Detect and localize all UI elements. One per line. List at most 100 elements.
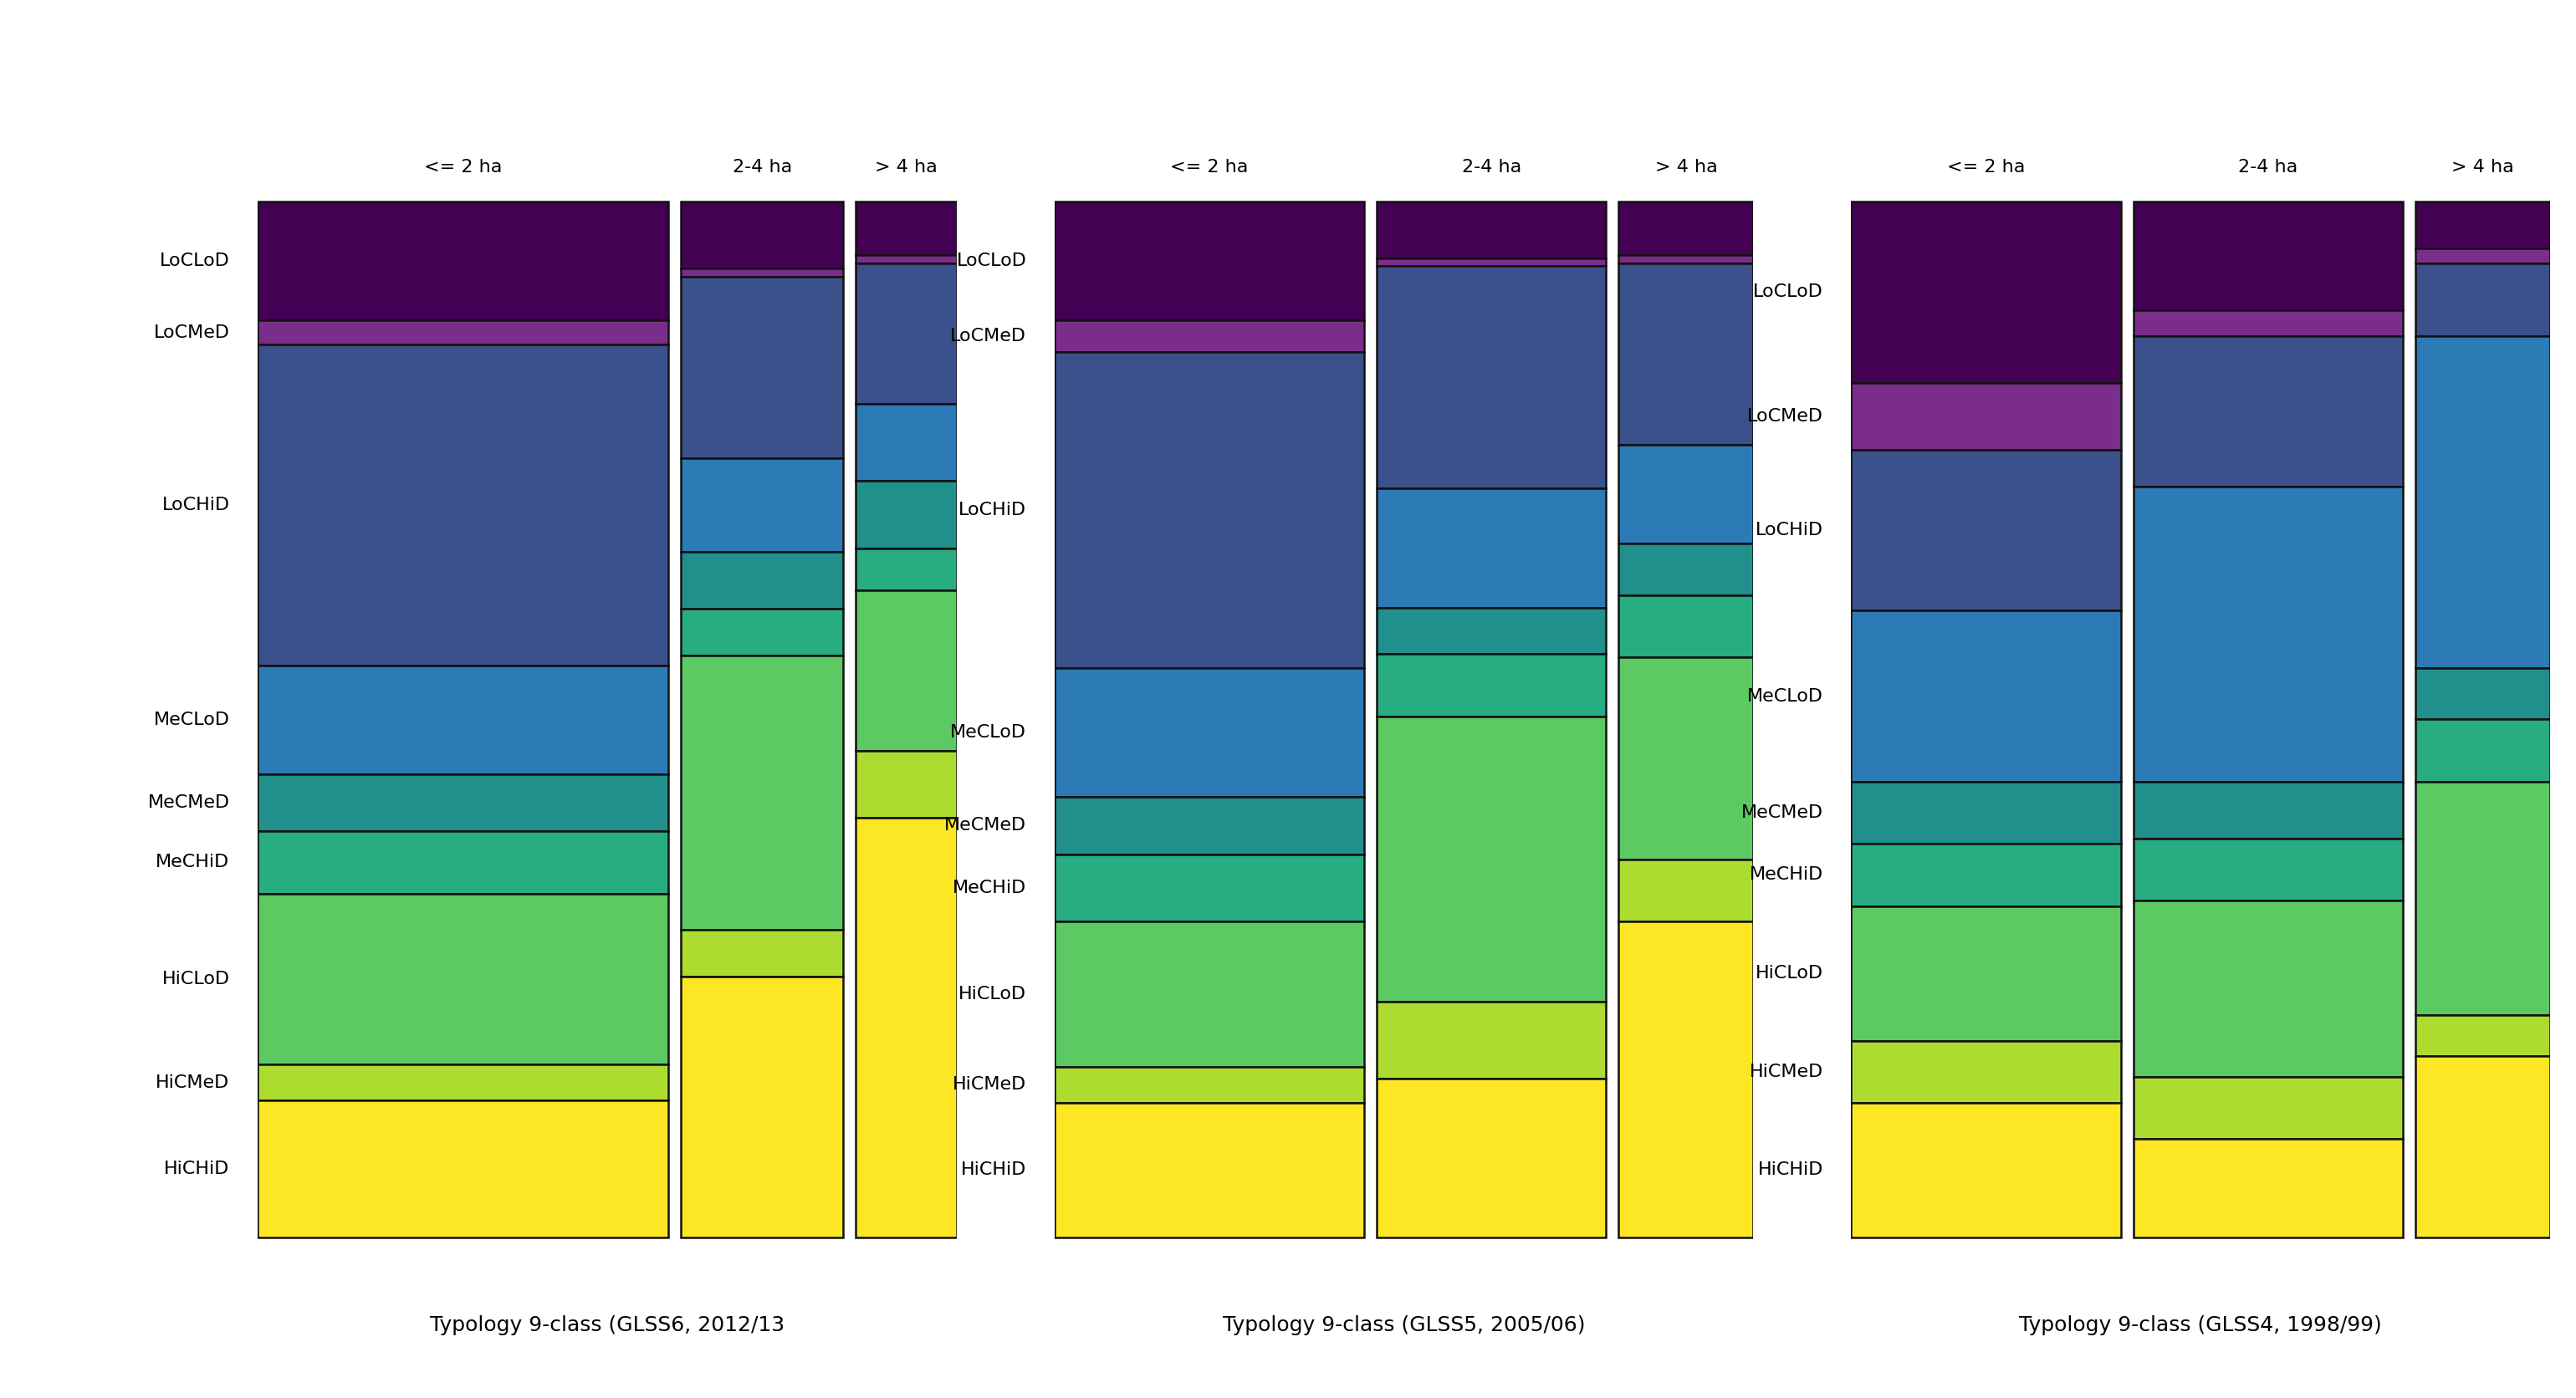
Bar [680, 552, 842, 608]
Bar [1852, 1103, 2120, 1237]
Bar [1378, 608, 1605, 654]
Text: LoCMeD: LoCMeD [951, 327, 1025, 344]
Bar [1054, 668, 1365, 797]
Text: > 4 ha: > 4 ha [876, 159, 938, 176]
Bar [2416, 336, 2550, 668]
Bar [1054, 320, 1365, 352]
Bar [2416, 1055, 2550, 1237]
Bar [680, 656, 842, 930]
Text: LoCHiD: LoCHiD [162, 496, 229, 513]
Bar [2133, 839, 2403, 900]
Bar [2133, 336, 2403, 487]
Bar [258, 1064, 670, 1100]
Bar [1378, 1001, 1605, 1079]
Bar [1618, 256, 1754, 264]
Bar [1852, 383, 2120, 450]
Text: <= 2 ha: <= 2 ha [425, 159, 502, 176]
Text: LoCLoD: LoCLoD [1754, 284, 1824, 301]
Text: > 4 ha: > 4 ha [1654, 159, 1718, 176]
Text: <= 2 ha: <= 2 ha [1170, 159, 1249, 176]
Text: MeCHiD: MeCHiD [155, 854, 229, 871]
Bar [680, 930, 842, 976]
Bar [1054, 201, 1365, 320]
Text: > 4 ha: > 4 ha [2452, 159, 2514, 176]
Text: LoCLoD: LoCLoD [160, 253, 229, 270]
Bar [1852, 201, 2120, 383]
Bar [1852, 611, 2120, 781]
Bar [680, 459, 842, 552]
Bar [258, 774, 670, 832]
Text: HiCHiD: HiCHiD [961, 1162, 1025, 1179]
Text: HiCLoD: HiCLoD [958, 986, 1025, 1002]
Bar [855, 256, 956, 264]
Text: LoCLoD: LoCLoD [956, 253, 1025, 270]
Text: Typology 9-class (GLSS5, 2005/06): Typology 9-class (GLSS5, 2005/06) [1224, 1316, 1584, 1335]
Bar [1852, 450, 2120, 611]
Bar [1852, 844, 2120, 906]
Bar [1852, 906, 2120, 1040]
Text: <= 2 ha: <= 2 ha [1947, 159, 2025, 176]
Bar [1054, 1067, 1365, 1103]
Bar [1378, 201, 1605, 259]
Text: MeCHiD: MeCHiD [953, 879, 1025, 896]
Bar [1054, 1103, 1365, 1237]
Bar [258, 1100, 670, 1237]
Bar [680, 608, 842, 656]
Bar [1378, 488, 1605, 608]
Bar [855, 590, 956, 751]
Bar [258, 320, 670, 344]
Text: 2-4 ha: 2-4 ha [2239, 159, 2298, 176]
Text: Typology 9-class (GLSS6, 2012/13: Typology 9-class (GLSS6, 2012/13 [430, 1316, 786, 1335]
Bar [2416, 264, 2550, 336]
Bar [2133, 310, 2403, 336]
Bar [1378, 1079, 1605, 1237]
Bar [2416, 720, 2550, 781]
Text: MeCLoD: MeCLoD [155, 712, 229, 728]
Bar [1378, 716, 1605, 1001]
Bar [2133, 781, 2403, 839]
Bar [1618, 544, 1754, 596]
Bar [855, 404, 956, 481]
Bar [2416, 781, 2550, 1015]
Bar [1378, 266, 1605, 488]
Bar [1618, 264, 1754, 445]
Bar [855, 548, 956, 590]
Text: HiCLoD: HiCLoD [1754, 965, 1824, 981]
Bar [855, 818, 956, 1237]
Text: 2-4 ha: 2-4 ha [732, 159, 791, 176]
Text: Typology 9-class (GLSS4, 1998/99): Typology 9-class (GLSS4, 1998/99) [2020, 1316, 2383, 1335]
Text: LoCMeD: LoCMeD [155, 324, 229, 341]
Bar [855, 264, 956, 404]
Bar [855, 201, 956, 256]
Bar [1618, 921, 1754, 1237]
Text: LoCMeD: LoCMeD [1747, 408, 1824, 425]
Bar [855, 751, 956, 818]
Text: HiCMeD: HiCMeD [1749, 1064, 1824, 1081]
Text: MeCLoD: MeCLoD [1747, 688, 1824, 705]
Bar [2133, 201, 2403, 310]
Bar [1852, 781, 2120, 844]
Bar [1054, 921, 1365, 1067]
Text: HiCMeD: HiCMeD [155, 1074, 229, 1090]
Bar [2133, 1139, 2403, 1237]
Bar [1054, 797, 1365, 854]
Bar [680, 268, 842, 277]
Bar [1378, 654, 1605, 716]
Bar [1618, 860, 1754, 921]
Bar [2133, 487, 2403, 781]
Bar [680, 277, 842, 459]
Text: 2-4 ha: 2-4 ha [1461, 159, 1522, 176]
Text: HiCMeD: HiCMeD [953, 1076, 1025, 1093]
Text: HiCHiD: HiCHiD [1757, 1162, 1824, 1179]
Bar [2416, 1015, 2550, 1055]
Bar [1378, 259, 1605, 266]
Text: MeCMeD: MeCMeD [1741, 804, 1824, 821]
Bar [680, 976, 842, 1237]
Text: MeCMeD: MeCMeD [945, 818, 1025, 835]
Text: HiCLoD: HiCLoD [162, 970, 229, 987]
Bar [1054, 352, 1365, 668]
Bar [2416, 201, 2550, 247]
Text: MeCHiD: MeCHiD [1749, 867, 1824, 884]
Bar [855, 481, 956, 548]
Text: MeCLoD: MeCLoD [951, 724, 1025, 741]
